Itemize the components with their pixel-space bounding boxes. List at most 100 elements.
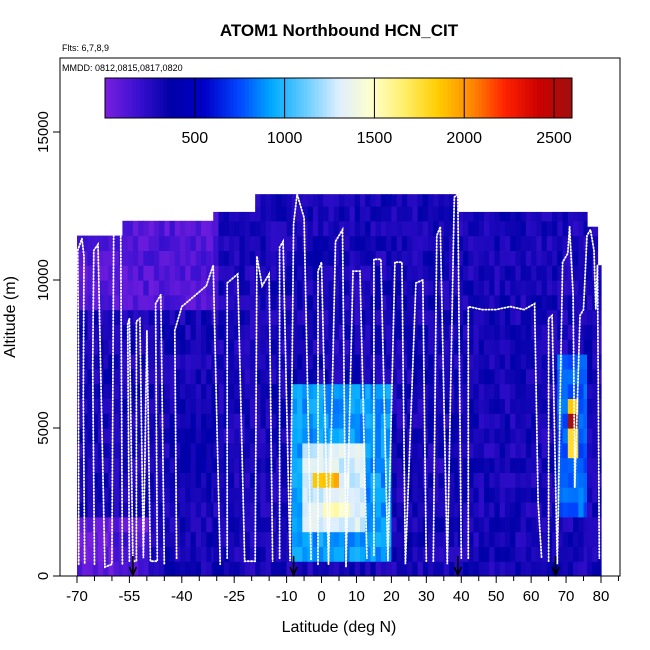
heatmap-cell-914	[265, 220, 272, 237]
heatmap-cell-1252	[333, 220, 340, 237]
colorbar-swatch-57	[326, 78, 332, 118]
heatmap-cell-853	[255, 354, 261, 370]
heatmap-cell-1291	[344, 413, 351, 429]
heatmap-cell-305	[143, 531, 150, 547]
heatmap-cell-2258	[541, 487, 548, 503]
heatmap-cell-697	[223, 442, 230, 459]
heatmap-cell-599	[206, 442, 213, 459]
heatmap-cell-518	[185, 220, 192, 237]
heatmap-cell-1187	[323, 413, 330, 429]
heatmap-cell-1642	[412, 220, 419, 237]
heatmap-cell-2039	[494, 398, 501, 414]
heatmap-cell-936	[270, 280, 277, 296]
heatmap-cell-2299	[546, 250, 553, 266]
heatmap-cell-1801	[449, 561, 455, 576]
heatmap-cell-1794	[443, 280, 450, 296]
heatmap-cell-2093	[504, 339, 511, 355]
heatmap-cell-1110	[307, 398, 314, 414]
heatmap-cell-18	[77, 294, 83, 311]
heatmap-cell-1733	[433, 413, 440, 429]
heatmap-cell-2144	[515, 324, 522, 340]
heatmap-cell-750	[234, 398, 241, 414]
heatmap-cell-1509	[386, 265, 392, 281]
heatmap-cell-1902	[463, 211, 469, 222]
heatmap-cell-1905	[468, 531, 475, 547]
heatmap-cell-1150	[312, 194, 319, 207]
heatmap-cell-2542	[597, 324, 602, 340]
heatmap-cell-524	[190, 487, 197, 503]
heatmap-cell-2345	[557, 309, 564, 325]
heatmap-cell-726	[228, 383, 235, 399]
heatmap-cell-995	[286, 561, 293, 576]
heatmap-cell-533	[190, 354, 197, 370]
colorbar-swatch-59	[334, 78, 339, 118]
colorbar-swatch-63	[350, 78, 355, 118]
heatmap-cell-1036	[291, 339, 298, 355]
colorbar-swatch-40	[260, 78, 266, 118]
heatmap-cell-1361	[359, 531, 366, 547]
heatmap-cell-117	[103, 531, 110, 547]
heatmap-cell-1879	[463, 546, 469, 562]
heatmap-cell-1915	[468, 383, 475, 399]
heatmap-cell-1256	[339, 546, 345, 562]
heatmap-cell-507	[185, 383, 192, 399]
heatmap-cell-669	[218, 487, 225, 503]
heatmap-cell-1827	[454, 561, 459, 576]
heatmap-cell-582	[201, 339, 207, 355]
heatmap-cell-1538	[391, 220, 398, 237]
heatmap-cell-207	[122, 561, 129, 576]
heatmap-cell-1218	[328, 339, 335, 355]
heatmap-cell-1309	[349, 531, 356, 547]
heatmap-cell-1783	[443, 442, 450, 459]
heatmap-cell-594	[206, 516, 213, 533]
heatmap-cell-756	[234, 309, 241, 325]
heatmap-cell-65	[87, 280, 94, 296]
heatmap-cell-2370	[562, 309, 569, 325]
heatmap-cell-1628	[412, 428, 419, 444]
heatmap-cell-1249	[333, 265, 340, 281]
heatmap-cell-1812	[449, 398, 455, 414]
heatmap-cell-520	[190, 546, 197, 562]
heatmap-cell-2115	[510, 383, 517, 399]
heatmap-cell-1712	[428, 339, 434, 355]
heatmap-cell-857	[255, 294, 261, 311]
heatmap-cell-1995	[483, 309, 490, 325]
heatmap-cell-2476	[583, 220, 588, 237]
heatmap-cell-301	[138, 235, 144, 251]
heatmap-cell-323	[143, 265, 150, 281]
heatmap-cell-1048	[297, 546, 303, 562]
heatmap-cell-2408	[573, 487, 579, 503]
heatmap-cell-62	[87, 324, 94, 340]
heatmap-cell-585	[201, 294, 207, 311]
heatmap-cell-2263	[541, 413, 548, 429]
heatmap-cell-1433	[370, 235, 377, 251]
heatmap-cell-1032	[291, 398, 298, 414]
heatmap-cell-1954	[478, 546, 485, 562]
heatmap-cell-1118	[307, 280, 314, 296]
heatmap-cell-802	[244, 368, 251, 385]
heatmap-cell-1464	[380, 546, 387, 562]
heatmap-cell-179	[113, 294, 120, 311]
colorbar-swatch-13	[155, 78, 160, 118]
heatmap-cell-150	[108, 383, 115, 399]
heatmap-cell-1604	[407, 398, 413, 414]
heatmap-cell-593	[206, 531, 213, 547]
colorbar-swatch-48	[291, 78, 297, 118]
heatmap-cell-2297	[546, 280, 553, 296]
heatmap-cell-2000	[483, 235, 490, 251]
heatmap-cell-390	[159, 339, 165, 355]
heatmap-cell-1909	[468, 472, 475, 488]
heatmap-cell-562	[195, 280, 202, 296]
heatmap-cell-55	[87, 428, 94, 444]
heatmap-cell-1033	[291, 383, 298, 399]
heatmap-cell-2270	[541, 309, 548, 325]
heatmap-cell-2275	[541, 235, 548, 251]
heatmap-cell-2346	[557, 294, 564, 311]
heatmap-cell-304	[143, 546, 150, 562]
heatmap-cell-889	[260, 206, 267, 222]
heatmap-cell-138	[108, 561, 115, 576]
heatmap-cell-1607	[407, 354, 413, 370]
heatmap-cell-2128	[515, 561, 522, 576]
heatmap-cell-796	[244, 457, 251, 473]
